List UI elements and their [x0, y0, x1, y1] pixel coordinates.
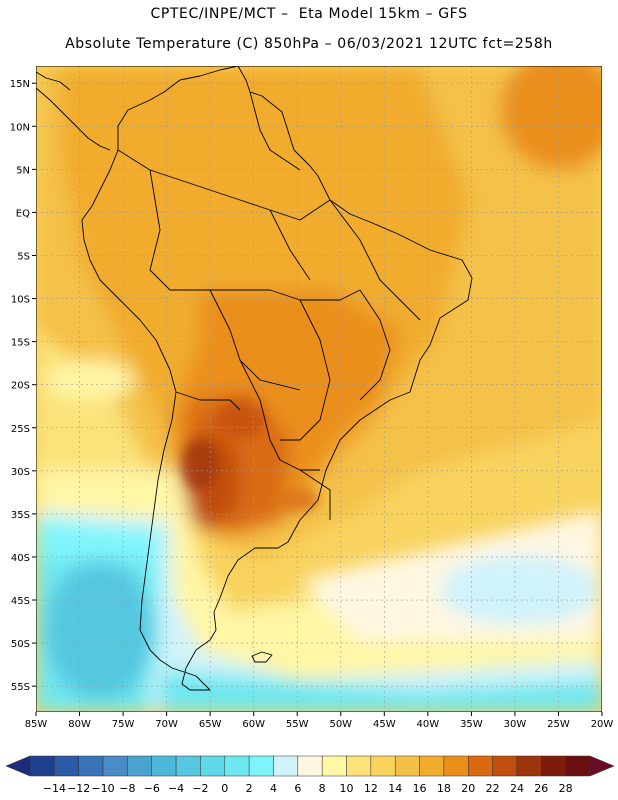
lat-label: 15N	[10, 79, 30, 90]
colorbar-label: −10	[91, 782, 114, 795]
lat-label: 20S	[11, 381, 30, 392]
colorbar-swatch	[151, 755, 177, 777]
colorbar-label: 26	[534, 782, 548, 795]
colorbar-label: −12	[67, 782, 90, 795]
colorbar-swatch	[370, 755, 396, 777]
colorbar-label: 20	[461, 782, 475, 795]
colorbar-swatch	[102, 755, 128, 777]
colorbar-label: 24	[510, 782, 524, 795]
lon-label: 50W	[329, 719, 352, 730]
colorbar-swatch	[541, 755, 566, 777]
lon-label: 45W	[373, 719, 396, 730]
colorbar-swatch	[127, 755, 152, 777]
colorbar-swatch	[419, 755, 445, 777]
coastline-and-borders	[36, 66, 473, 691]
colorbar-swatch	[394, 755, 420, 777]
lat-label: 35S	[11, 510, 30, 521]
lat-label: 40S	[11, 553, 30, 564]
lat-label: 55S	[11, 682, 30, 693]
lon-label: 35W	[460, 719, 483, 730]
colorbar-swatch	[200, 755, 226, 777]
lon-label: 85W	[25, 719, 48, 730]
lon-label: 40W	[417, 719, 440, 730]
colorbar-label: 0	[221, 782, 228, 795]
lat-label: 45S	[11, 596, 30, 607]
colorbar-swatch	[297, 755, 323, 777]
temperature-field	[36, 66, 602, 712]
lon-label: 70W	[155, 719, 178, 730]
colorbar-label: 28	[559, 782, 573, 795]
colorbar-label: −6	[144, 782, 160, 795]
lat-label: 25S	[11, 424, 30, 435]
colorbar: −14 −12 −10 −8 −6 −4 −2 0 2 4 6 8 10 12 14 16 18 20 22 24 26…	[5, 755, 615, 795]
colorbar-label: 4	[270, 782, 277, 795]
lon-label: 20W	[591, 719, 614, 730]
colorbar-swatch	[492, 755, 518, 777]
lon-label: 25W	[547, 719, 570, 730]
colorbar-label: 18	[437, 782, 451, 795]
colorbar-label: −8	[119, 782, 135, 795]
longitude-labels: 85W 80W 75W 70W 65W 60W 55W 50W 45W 40W 35W 30W 25W 2…	[25, 712, 614, 730]
colorbar-swatch	[443, 755, 469, 777]
colorbar-swatch	[565, 755, 591, 777]
colorbar-label: −4	[168, 782, 184, 795]
lat-label: 30S	[11, 467, 30, 478]
lat-label: 10S	[11, 295, 30, 306]
lon-label: 80W	[68, 719, 91, 730]
colorbar-over-arrow	[589, 755, 615, 777]
colorbar-swatch	[224, 755, 250, 777]
colorbar-label: 10	[340, 782, 354, 795]
colorbar-label: −14	[43, 782, 66, 795]
graticule	[36, 66, 602, 712]
colorbar-label: 14	[388, 782, 402, 795]
lon-label: 75W	[112, 719, 135, 730]
colorbar-swatch	[54, 755, 79, 777]
colorbar-label: 22	[486, 782, 500, 795]
lon-label: 65W	[199, 719, 222, 730]
colorbar-swatch	[29, 755, 55, 777]
latitude-labels: 15N 10N 5N EQ 5S 10S 15S 20S 25S 30S 35S 40S 45S 50S 5…	[10, 79, 36, 693]
colorbar-swatch	[346, 755, 372, 777]
map-title-line-2: Absolute Temperature (C) 850hPa – 06/03/…	[65, 36, 553, 52]
colorbar-swatch	[516, 755, 542, 777]
colorbar-label: 12	[364, 782, 378, 795]
lat-label: EQ	[16, 208, 30, 219]
colorbar-swatch	[248, 755, 274, 777]
lat-label: 15S	[11, 338, 30, 349]
colorbar-swatch	[468, 755, 493, 777]
lon-label: 55W	[286, 719, 309, 730]
colorbar-label: 2	[246, 782, 253, 795]
colorbar-swatch	[321, 755, 347, 777]
lat-label: 5S	[17, 251, 30, 262]
colorbar-label: 16	[413, 782, 427, 795]
colorbar-swatch	[78, 755, 104, 777]
colorbar-swatch	[273, 755, 299, 777]
colorbar-label: 6	[294, 782, 301, 795]
lat-label: 5N	[16, 165, 30, 176]
colorbar-swatch	[175, 755, 201, 777]
lon-label: 30W	[504, 719, 527, 730]
colorbar-label: −2	[192, 782, 208, 795]
map-title-line-1: CPTEC/INPE/MCT – Eta Model 15km – GFS	[150, 6, 468, 22]
lon-label: 60W	[242, 719, 265, 730]
lat-label: 50S	[11, 639, 30, 650]
colorbar-label: 8	[319, 782, 326, 795]
colorbar-under-arrow	[5, 755, 31, 777]
lat-label: 10N	[10, 122, 30, 133]
